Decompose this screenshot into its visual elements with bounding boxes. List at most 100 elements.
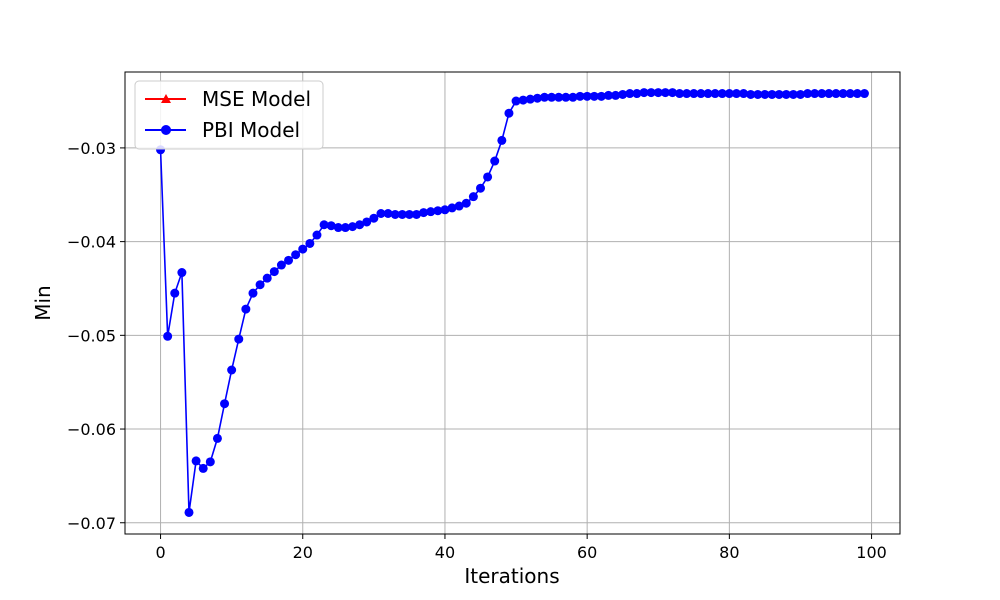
data-point xyxy=(682,89,692,99)
data-point xyxy=(248,288,258,298)
data-point xyxy=(412,209,422,219)
data-point xyxy=(589,91,599,101)
legend-label-mse: MSE Model xyxy=(202,87,311,111)
data-point xyxy=(454,201,464,211)
legend-label-pbi: PBI Model xyxy=(202,118,300,142)
series-pbi-model xyxy=(156,88,869,517)
data-point xyxy=(618,89,628,99)
data-point xyxy=(355,220,365,230)
data-point xyxy=(710,89,720,99)
data-point xyxy=(561,92,571,102)
data-point xyxy=(582,91,592,101)
data-point xyxy=(419,208,429,218)
data-point xyxy=(220,399,230,409)
data-point xyxy=(724,89,734,99)
data-point xyxy=(390,209,400,219)
data-point xyxy=(461,198,471,208)
data-point xyxy=(234,334,244,344)
data-point xyxy=(205,457,215,467)
data-point xyxy=(596,91,606,101)
y-axis-label: Min xyxy=(31,285,55,321)
data-point xyxy=(525,94,535,104)
y-tick-label: −0.03 xyxy=(67,139,116,158)
data-point xyxy=(170,288,180,298)
data-point xyxy=(269,267,279,277)
data-point xyxy=(767,89,777,99)
y-tick-label: −0.06 xyxy=(67,420,116,439)
data-point xyxy=(241,304,251,314)
data-point xyxy=(319,220,329,230)
data-point xyxy=(198,463,208,473)
series-layer xyxy=(156,88,869,517)
data-point xyxy=(262,273,272,283)
data-point xyxy=(689,89,699,99)
y-tick-label: −0.04 xyxy=(67,233,116,252)
data-point xyxy=(547,92,557,102)
data-point xyxy=(611,90,621,100)
data-point xyxy=(191,456,201,466)
data-point xyxy=(831,89,841,99)
data-point xyxy=(483,172,493,182)
data-point xyxy=(810,89,820,99)
data-point xyxy=(781,89,791,99)
data-point xyxy=(646,88,656,98)
data-point xyxy=(539,92,549,102)
x-tick-label: 40 xyxy=(435,543,455,562)
data-point xyxy=(731,89,741,99)
x-axis-label: Iterations xyxy=(464,564,559,588)
data-point xyxy=(447,203,457,213)
data-point xyxy=(497,135,507,145)
y-tick-label: −0.05 xyxy=(67,326,116,345)
data-point xyxy=(397,209,407,219)
data-point xyxy=(838,89,848,99)
y-tick-label: −0.07 xyxy=(67,514,116,533)
data-point xyxy=(554,92,564,102)
data-point xyxy=(625,89,635,99)
data-point xyxy=(433,206,443,216)
legend: MSE Model PBI Model xyxy=(134,80,324,150)
data-point xyxy=(212,433,222,443)
data-point xyxy=(326,221,336,231)
axis-ticks: 0 20 40 60 80 100 −0.07 −0.06 −0.05 −0.04 −0.03 xyxy=(67,139,887,562)
data-point xyxy=(348,222,358,232)
data-point xyxy=(468,192,478,202)
data-point xyxy=(177,268,187,278)
data-point xyxy=(824,89,834,99)
data-point xyxy=(298,244,308,254)
data-point xyxy=(788,89,798,99)
data-point xyxy=(739,89,749,99)
data-point xyxy=(760,89,770,99)
x-tick-label: 80 xyxy=(719,543,739,562)
data-point xyxy=(632,89,642,99)
data-point xyxy=(667,88,677,98)
legend-marker-pbi xyxy=(161,125,171,135)
data-point xyxy=(859,89,869,99)
data-point xyxy=(440,205,450,215)
data-point xyxy=(753,89,763,99)
data-point xyxy=(518,95,528,105)
data-point xyxy=(291,250,301,260)
data-point xyxy=(852,89,862,99)
data-point xyxy=(575,91,585,101)
data-point xyxy=(660,88,670,98)
data-point xyxy=(284,255,294,265)
x-tick-label: 60 xyxy=(577,543,597,562)
data-point xyxy=(276,260,286,270)
data-point xyxy=(184,507,194,517)
data-point xyxy=(333,223,343,233)
data-point xyxy=(476,183,486,193)
x-tick-label: 100 xyxy=(856,543,887,562)
data-point xyxy=(639,88,649,98)
plot-frame xyxy=(124,71,901,535)
data-point xyxy=(383,209,393,219)
data-point xyxy=(568,92,578,102)
data-point xyxy=(746,89,756,99)
data-point xyxy=(312,230,322,240)
data-point xyxy=(774,89,784,99)
data-point xyxy=(845,89,855,99)
data-point xyxy=(653,88,663,98)
data-point xyxy=(163,331,173,341)
data-point xyxy=(603,90,613,100)
data-point xyxy=(817,89,827,99)
legend-marker-mse xyxy=(161,94,171,103)
